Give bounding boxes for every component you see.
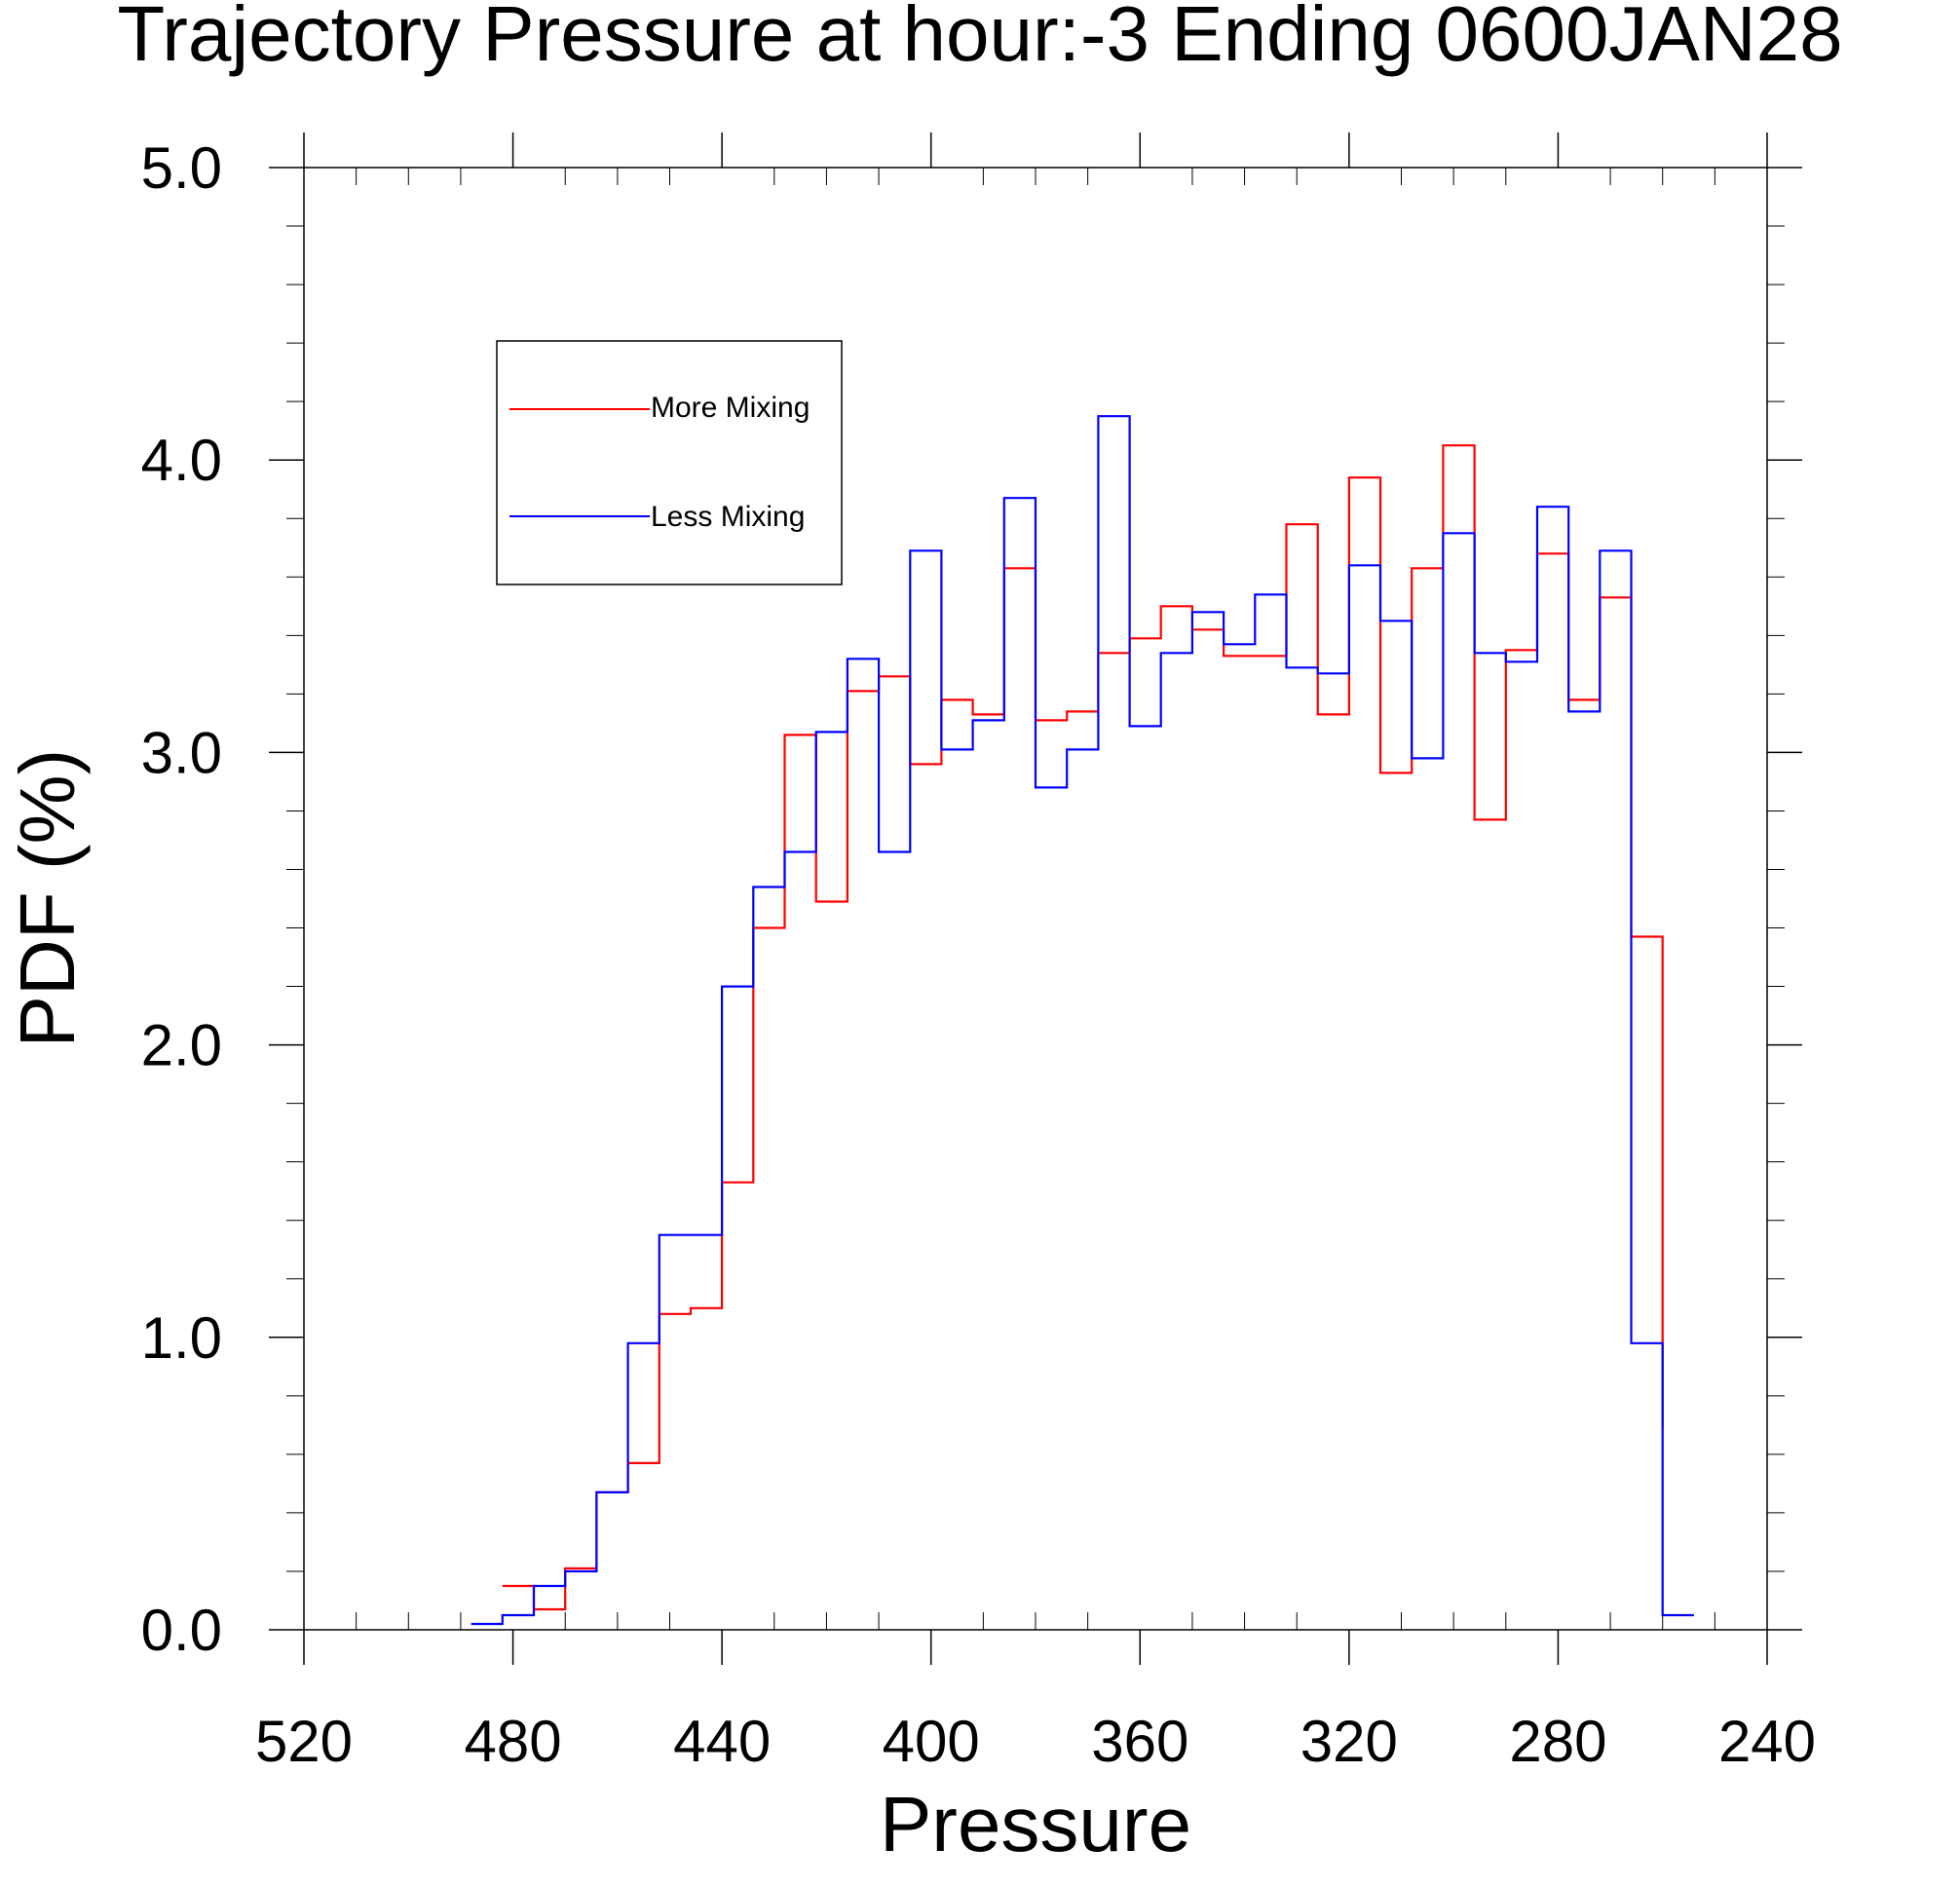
chart-title: Trajectory Pressure at hour:-3 Ending 06…: [117, 0, 1842, 77]
y-tick-label: 5.0: [141, 135, 222, 201]
y-axis-title: PDF (%): [4, 749, 91, 1048]
legend-label-less-mixing: Less Mixing: [651, 501, 805, 533]
x-tick-label: 280: [1509, 1709, 1606, 1774]
x-tick-label: 400: [883, 1709, 980, 1774]
legend-box: [496, 340, 843, 585]
y-tick-label: 0.0: [141, 1598, 222, 1663]
x-tick-label: 360: [1091, 1709, 1188, 1774]
x-tick-label: 520: [255, 1709, 353, 1774]
x-tick-label: 320: [1300, 1709, 1398, 1774]
legend-label-more-mixing: More Mixing: [651, 392, 810, 424]
axis-ticks: 520 480 440 400 360 320 280 240 0.0 1.0 2.0 3.0 4.0 5…: [141, 132, 1816, 1774]
x-tick-label: 240: [1718, 1709, 1816, 1774]
series-line-less-mixing: [471, 415, 1694, 1626]
y-tick-label: 4.0: [141, 428, 222, 493]
series-line-more-mixing: [502, 444, 1664, 1611]
y-tick-label: 2.0: [141, 1013, 222, 1078]
legend: More Mixing Less Mixing: [496, 340, 843, 585]
x-tick-label: 480: [465, 1709, 562, 1774]
x-tick-label: 440: [673, 1709, 771, 1774]
series-lines: [471, 415, 1694, 1626]
y-tick-label: 1.0: [141, 1305, 222, 1371]
x-axis-title: Pressure: [880, 1781, 1191, 1867]
y-tick-label: 3.0: [141, 720, 222, 785]
